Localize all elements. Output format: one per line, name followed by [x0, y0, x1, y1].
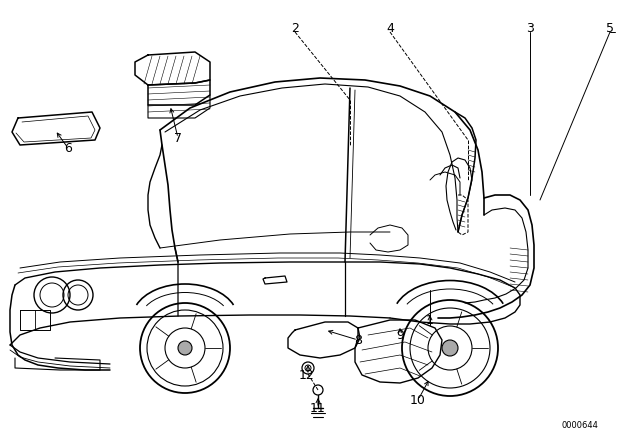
Text: 8: 8 — [354, 333, 362, 346]
Text: 5: 5 — [606, 22, 614, 34]
Text: 6: 6 — [64, 142, 72, 155]
Circle shape — [178, 341, 192, 355]
Text: 7: 7 — [174, 132, 182, 145]
Circle shape — [442, 340, 458, 356]
Text: 11: 11 — [310, 401, 326, 414]
Text: 4: 4 — [386, 22, 394, 34]
Text: 0000644: 0000644 — [561, 421, 598, 430]
Text: 3: 3 — [526, 22, 534, 34]
Text: 12: 12 — [299, 369, 315, 382]
Text: 2: 2 — [291, 22, 299, 34]
Text: 9: 9 — [396, 328, 404, 341]
Text: 10: 10 — [410, 393, 426, 406]
Text: 1: 1 — [426, 314, 434, 327]
